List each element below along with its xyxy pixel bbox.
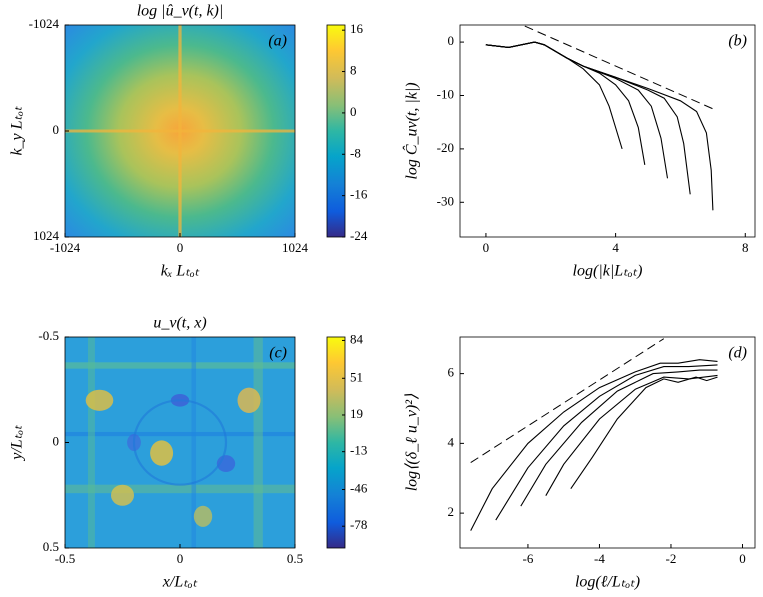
y-tick-label: 0.5 bbox=[43, 539, 59, 554]
y-tick-label: -10 bbox=[437, 86, 454, 101]
colorbar-tick-label: 8 bbox=[350, 63, 357, 78]
x-tick-label: 4 bbox=[612, 240, 619, 255]
axes-box bbox=[459, 336, 756, 549]
axes-box bbox=[459, 24, 756, 238]
colorbar-tick-label: -13 bbox=[350, 443, 367, 458]
reference-line bbox=[470, 338, 665, 464]
y-axis-label: k_y Lₜₒₜ bbox=[9, 106, 26, 155]
colorbar-tick-label: -46 bbox=[350, 481, 368, 496]
colorbar-tick-label: 84 bbox=[350, 331, 364, 346]
y-tick-label: -0.5 bbox=[38, 328, 59, 343]
line bbox=[470, 359, 718, 531]
x-tick-label: 1024 bbox=[282, 240, 309, 255]
line bbox=[545, 374, 718, 496]
colorbar-tick-label: -24 bbox=[350, 228, 368, 243]
chart-title: log |û_ν(t, k)| bbox=[137, 3, 224, 20]
panel-label: (c) bbox=[269, 345, 287, 362]
x-tick-label: -0.5 bbox=[55, 551, 76, 566]
x-axis-label: log(ℓ/Lₜₒₜ) bbox=[575, 574, 640, 591]
panel-label: (a) bbox=[268, 33, 287, 50]
x-axis-label: log(|k|Lₜₒₜ) bbox=[573, 263, 643, 280]
x-axis-label: x/Lₜₒₜ bbox=[162, 574, 198, 591]
y-tick-label: -20 bbox=[437, 140, 454, 155]
colorbar-tick-label: -78 bbox=[350, 517, 367, 532]
heatmap-image bbox=[65, 25, 295, 237]
y-axis-label: log Ĉ_uν(t, |k|) bbox=[402, 82, 421, 179]
y-axis-label: log⟨(δ_ℓ u_ν)²⟩ bbox=[404, 393, 421, 491]
y-tick-label: -1024 bbox=[29, 16, 60, 31]
y-tick-label: 2 bbox=[448, 504, 455, 519]
x-tick-label: -2 bbox=[666, 551, 677, 566]
colorbar-tick-label: 51 bbox=[350, 369, 363, 384]
colorbar-tick-label: 16 bbox=[350, 21, 364, 36]
colorbar-tick-label: -16 bbox=[350, 187, 368, 202]
line bbox=[485, 41, 691, 195]
x-tick-label: -1024 bbox=[50, 240, 81, 255]
line bbox=[485, 41, 714, 211]
colorbar bbox=[326, 336, 346, 549]
heatmap-image bbox=[65, 337, 295, 548]
colorbar-tick-label: -8 bbox=[350, 145, 361, 160]
y-axis-label: y/Lₜₒₜ bbox=[9, 425, 26, 462]
chart-title: u_ν(t, x) bbox=[153, 315, 206, 332]
colorbar-tick-label: 0 bbox=[350, 104, 357, 119]
panel-label: (b) bbox=[728, 33, 747, 50]
x-tick-label: -6 bbox=[523, 551, 534, 566]
x-tick-label: -4 bbox=[594, 551, 605, 566]
x-tick-label: 8 bbox=[742, 240, 749, 255]
line bbox=[570, 376, 718, 490]
panel-label: (d) bbox=[728, 345, 747, 362]
x-tick-label: 0 bbox=[177, 240, 184, 255]
colorbar bbox=[326, 24, 346, 238]
y-tick-label: -30 bbox=[437, 193, 454, 208]
reference-line bbox=[524, 25, 714, 110]
colorbar-tick-label: 19 bbox=[350, 406, 363, 421]
x-axis-label: kₓ Lₜₒₜ bbox=[161, 263, 200, 280]
y-tick-label: 0 bbox=[53, 122, 60, 137]
x-tick-label: 0.5 bbox=[287, 551, 303, 566]
y-tick-label: 0 bbox=[448, 33, 455, 48]
line bbox=[495, 364, 718, 521]
line bbox=[485, 41, 623, 150]
y-tick-label: 1024 bbox=[33, 228, 60, 243]
y-tick-label: 6 bbox=[448, 365, 455, 380]
x-tick-label: 0 bbox=[483, 240, 490, 255]
y-tick-label: 0 bbox=[53, 433, 60, 448]
line bbox=[520, 369, 718, 507]
x-tick-label: 0 bbox=[177, 551, 184, 566]
y-tick-label: 4 bbox=[448, 434, 455, 449]
x-tick-label: 0 bbox=[739, 551, 746, 566]
